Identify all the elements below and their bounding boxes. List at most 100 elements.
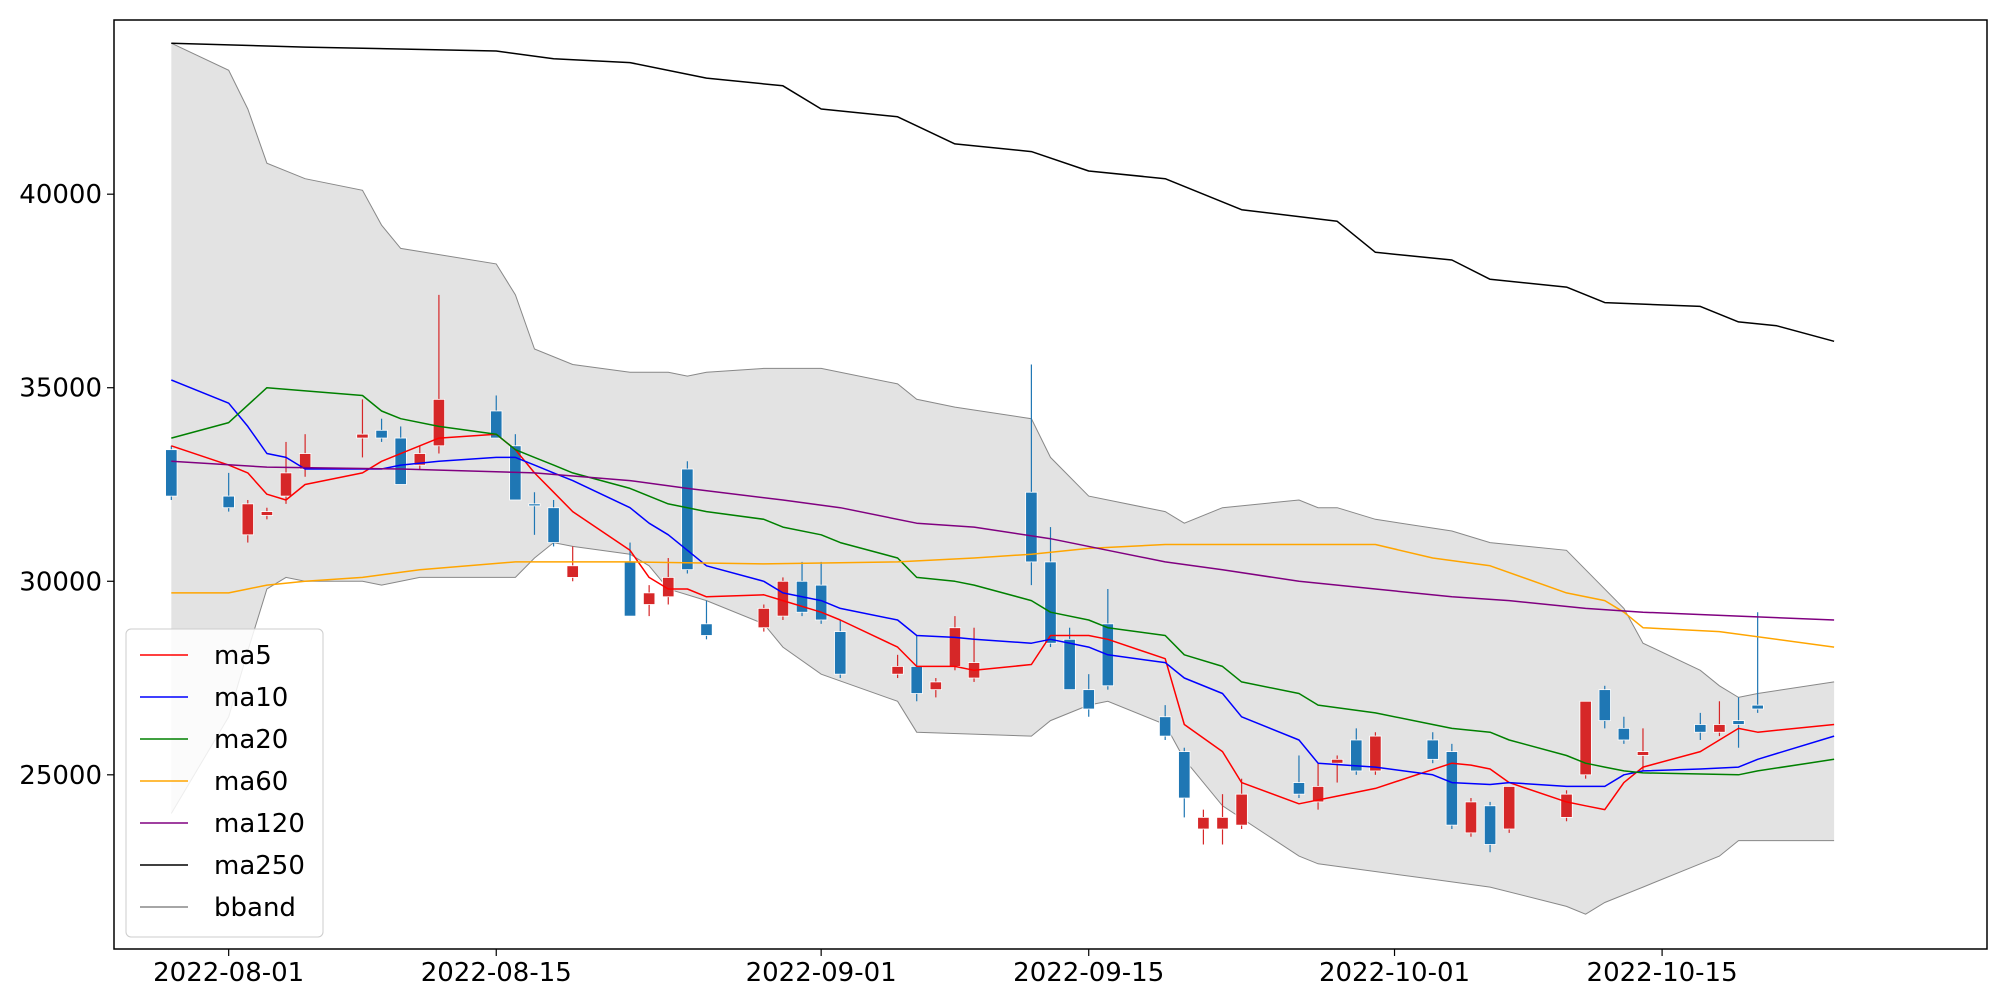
candle [1751, 612, 1764, 713]
candle-body [1178, 751, 1191, 799]
candle [1082, 674, 1095, 717]
candle [891, 654, 904, 679]
candle [929, 678, 942, 698]
series-ma60-line [171, 543, 1835, 648]
bband-lower-line [170, 542, 1835, 915]
y-tick-label: 35000 [19, 374, 102, 404]
candle-body [222, 495, 235, 509]
candle [165, 445, 178, 500]
bollinger-band-layer [170, 42, 1835, 915]
candle [1292, 755, 1306, 799]
candle [222, 472, 235, 512]
candle [700, 600, 713, 640]
candle [1636, 728, 1650, 771]
candle [834, 619, 847, 679]
x-axis: 2022-08-01 2022-08-15 2022-09-01 2022-09-15… [153, 949, 1738, 988]
candle [1598, 685, 1611, 729]
candle-body [1369, 735, 1382, 772]
y-tick-label: 40000 [19, 180, 102, 210]
candle-body [1445, 751, 1458, 826]
candle [1216, 794, 1229, 845]
candle [1579, 700, 1592, 779]
candle [1331, 755, 1344, 783]
x-tick-label: 2022-08-15 [421, 958, 572, 988]
candle-body [1732, 720, 1745, 725]
candle [1483, 801, 1497, 853]
series-ma20-line [171, 386, 1835, 776]
candle [1350, 728, 1363, 775]
x-tick-label: 2022-08-01 [153, 958, 304, 988]
candle-body [910, 666, 923, 694]
candle-body [1617, 727, 1631, 741]
legend-label: ma20 [214, 725, 288, 755]
series-ma120-line [171, 460, 1835, 621]
candle [1025, 364, 1038, 586]
candle-body [413, 453, 426, 466]
candle-body [1025, 491, 1038, 563]
candle-body [241, 503, 254, 536]
candle-body [1751, 704, 1764, 710]
candle-body [1503, 786, 1516, 830]
candle [1197, 809, 1210, 845]
candle [260, 507, 274, 520]
candle-body [165, 449, 178, 497]
candle [394, 426, 407, 485]
candle-body [834, 631, 847, 675]
x-tick-label: 2022-09-01 [746, 958, 897, 988]
legend-label: ma10 [214, 683, 288, 713]
candle [1178, 747, 1191, 818]
bband-upper-line [171, 42, 1835, 698]
candle-body [1159, 716, 1172, 737]
candle-body [1579, 700, 1592, 776]
candle-body [623, 561, 637, 617]
candle-body [1063, 638, 1076, 691]
candle-body [1483, 805, 1497, 845]
legend: ma5 ma10 ma20 ma60 ma120 ma250 bband [125, 628, 324, 938]
moving-average-layer [171, 42, 1835, 811]
series-ma250-line [171, 42, 1835, 343]
candle [1694, 712, 1707, 740]
candle [1445, 743, 1458, 830]
candle-body [1560, 793, 1573, 818]
candle [375, 418, 388, 442]
candle-body [891, 666, 904, 675]
candle-body [1598, 689, 1611, 722]
candle-body [490, 410, 503, 439]
legend-label: ma250 [214, 851, 305, 881]
legend-entry: ma120 [140, 809, 305, 839]
series-ma10-line [171, 379, 1835, 788]
candle-body [1082, 689, 1095, 710]
candle-body [1350, 739, 1363, 772]
legend-entry: ma250 [140, 851, 305, 881]
legend-entry: ma20 [140, 725, 288, 755]
candle-body [700, 623, 713, 636]
candle-body [757, 607, 770, 629]
candle [643, 585, 656, 617]
candle [528, 492, 541, 535]
candle [1426, 732, 1439, 764]
candle [356, 399, 369, 458]
candle [1369, 732, 1382, 775]
legend-label: bband [214, 893, 296, 923]
legend-entry: ma60 [140, 767, 288, 797]
candle-body [1044, 561, 1057, 644]
candle-body [662, 577, 675, 598]
candle-body [1292, 782, 1306, 795]
candle [547, 499, 560, 547]
candle [1503, 786, 1516, 833]
candle-body [566, 565, 579, 578]
candle-body [394, 437, 407, 485]
candle-body [1235, 793, 1248, 826]
candle [1311, 763, 1325, 810]
candle-body [1216, 816, 1229, 830]
x-tick-label: 2022-09-15 [1013, 958, 1164, 988]
bband-fill [171, 43, 1835, 915]
candle-body [1311, 786, 1325, 803]
candle-body [1426, 739, 1439, 760]
candle [1713, 701, 1726, 737]
legend-entry: bband [140, 893, 296, 923]
candle [1732, 697, 1745, 748]
x-tick-label: 2022-10-15 [1587, 958, 1738, 988]
candle [279, 441, 293, 504]
candle-body [643, 592, 656, 605]
